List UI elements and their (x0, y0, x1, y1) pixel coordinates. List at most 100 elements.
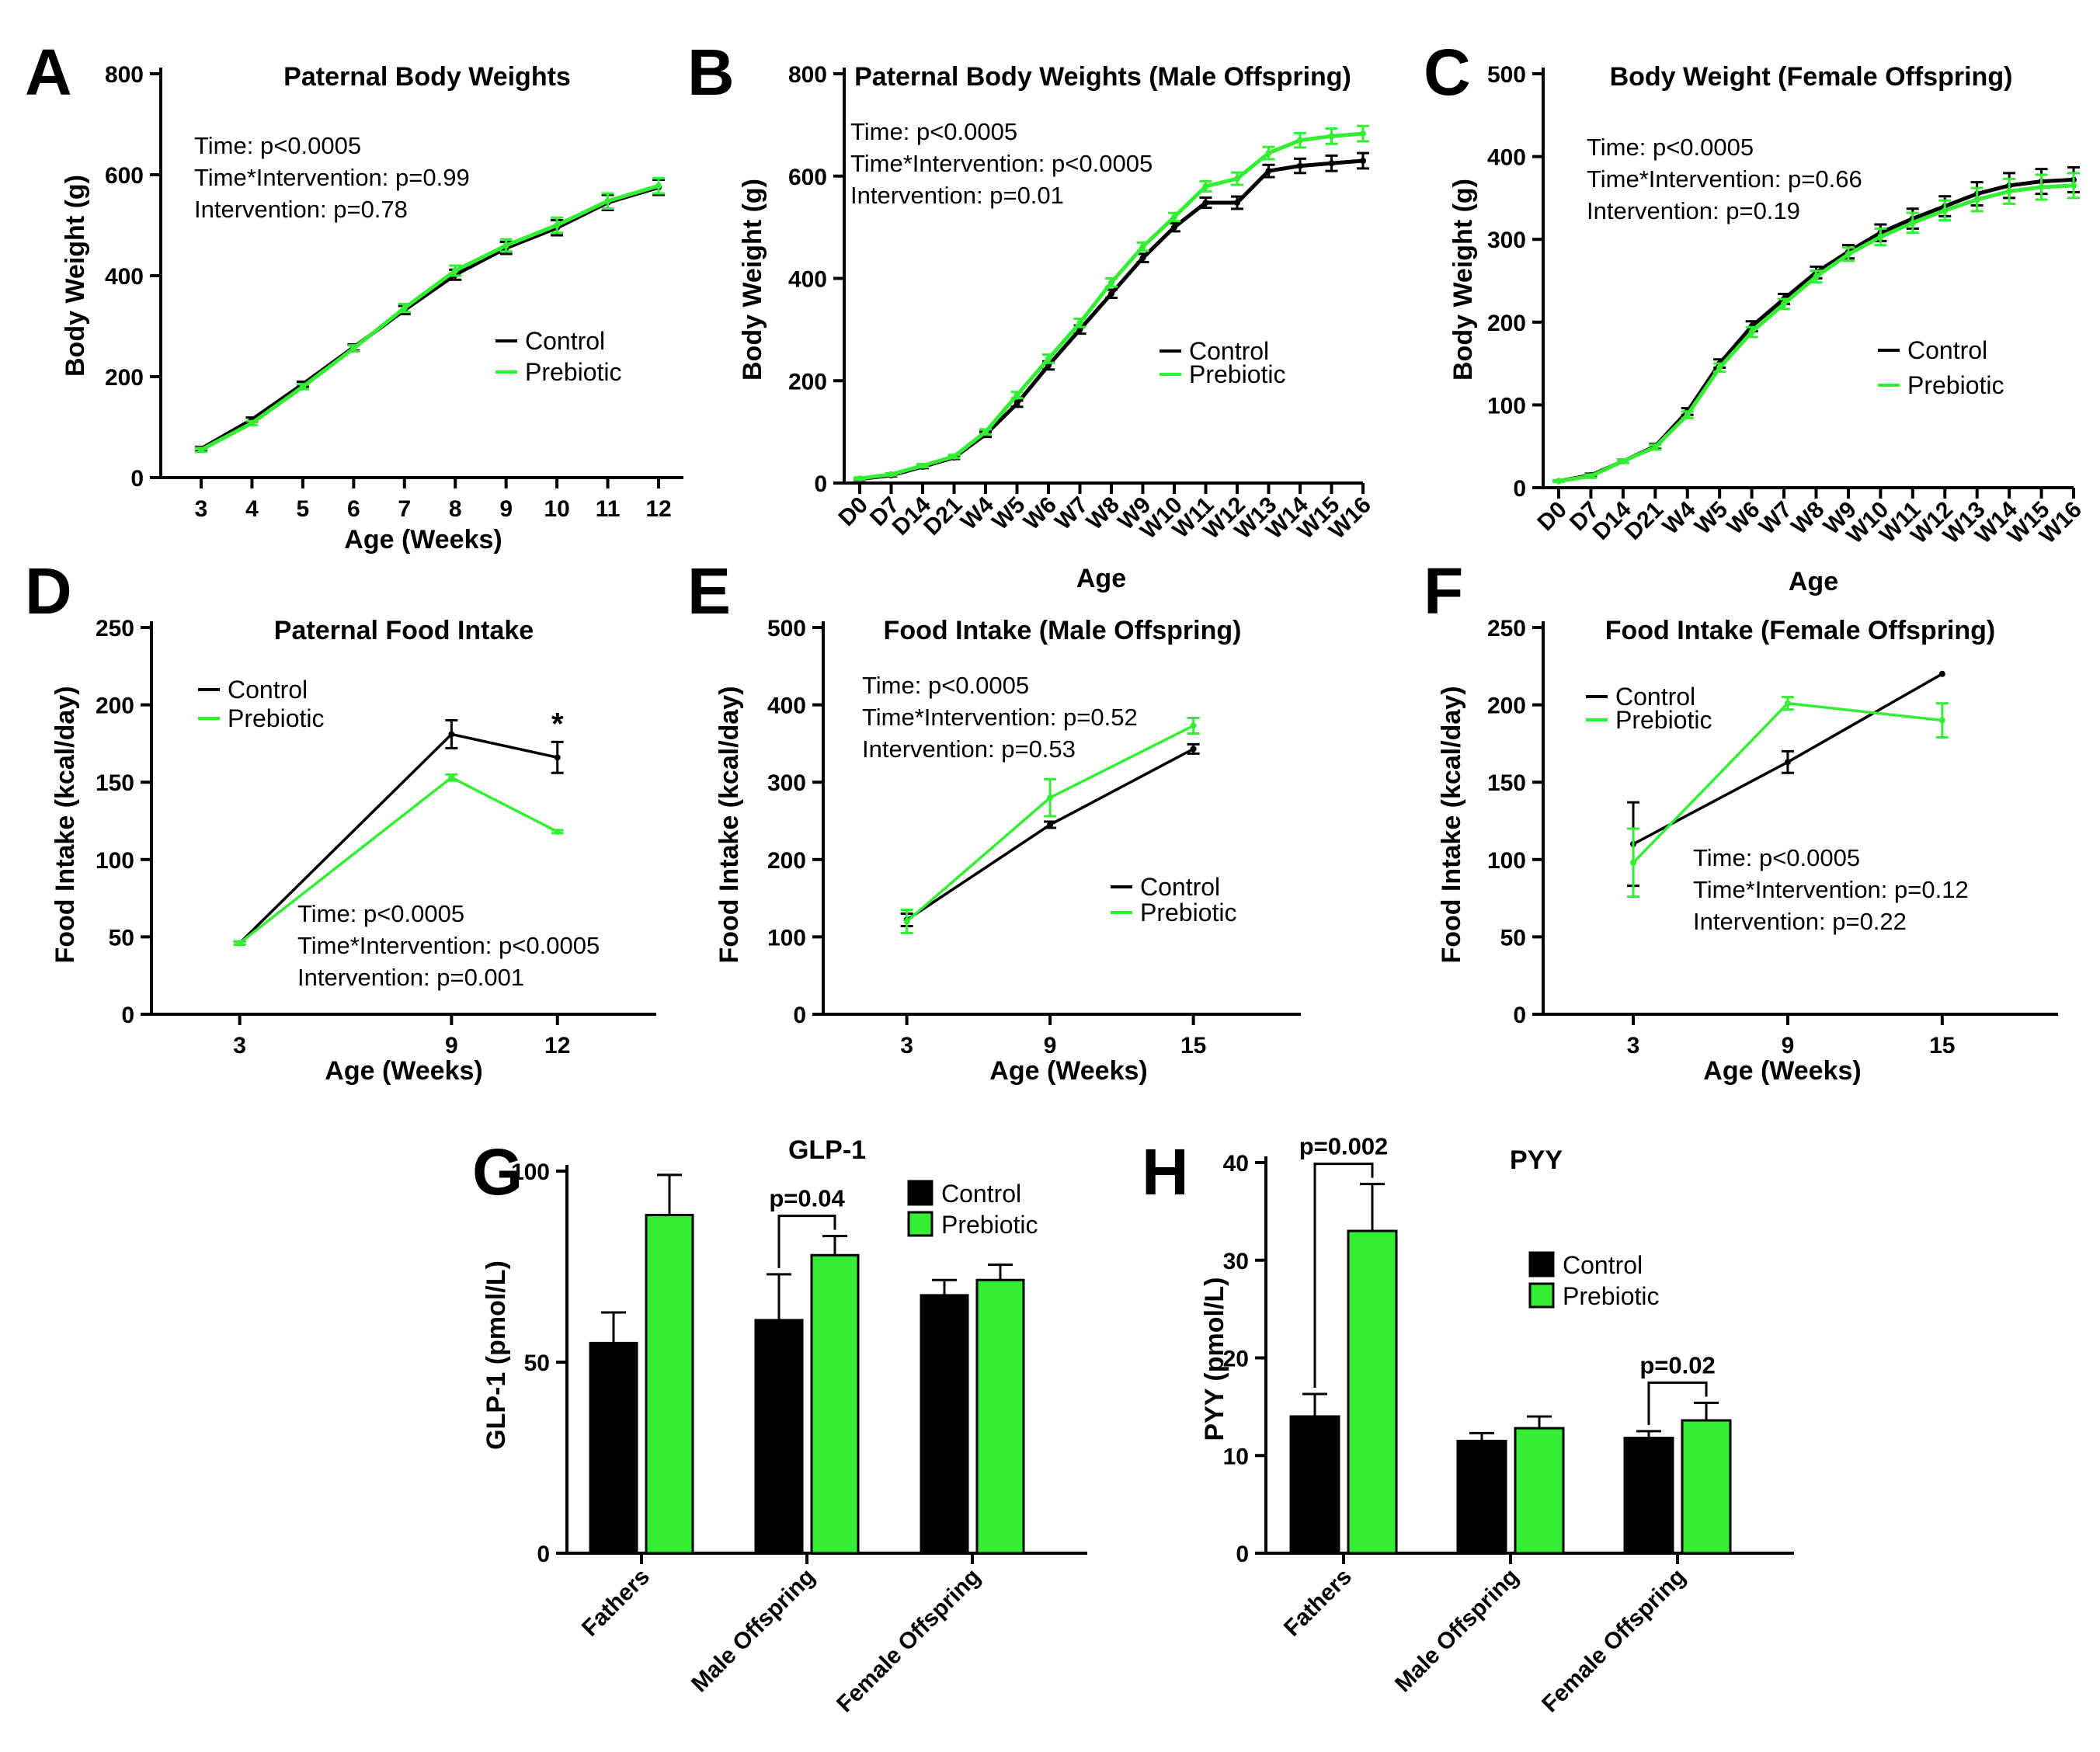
y-tick-label: 0 (537, 1542, 550, 1567)
prebiotic-data-point (452, 267, 459, 274)
prebiotic-data-point (903, 918, 910, 925)
stats-line: Time: p<0.0005 (850, 118, 1017, 145)
prebiotic-data-point (554, 222, 561, 228)
chart-title: GLP-1 (788, 1135, 866, 1165)
y-tick-label: 150 (1487, 770, 1526, 796)
prebiotic-data-point (502, 242, 509, 249)
stats-line: Intervention: p=0.53 (862, 735, 1076, 763)
legend-label-prebiotic: Prebiotic (1140, 899, 1237, 926)
control-series-line (1558, 177, 2074, 483)
panel-g: G GLP-1 0 50 100 GLP-1 (pmol/L) Fathers Male O… (472, 1135, 1087, 1717)
y-tick-label: 100 (1487, 393, 1526, 419)
prebiotic-data-point (1748, 328, 1755, 335)
y-tick-label: 800 (105, 62, 144, 88)
x-tick-label: 15 (1929, 1033, 1955, 1058)
y-tick-label: 500 (767, 616, 806, 641)
prebiotic-data-point (1328, 133, 1335, 140)
legend-label-prebiotic: Prebiotic (1615, 706, 1712, 734)
prebiotic-data-point (2006, 188, 2013, 195)
prebiotic-data-point (1684, 412, 1691, 419)
stats-line: Time*Intervention: p<0.0005 (850, 150, 1153, 177)
stats-line: Intervention: p=0.001 (297, 964, 524, 991)
legend-label-prebiotic: Prebiotic (1907, 371, 2004, 399)
x-axis-label: Age (Weeks) (325, 1056, 482, 1086)
y-tick-label: 40 (1223, 1151, 1249, 1177)
prebiotic-data-point (236, 940, 243, 947)
y-axis-label: Food Intake (kcal/day) (50, 686, 80, 963)
prebiotic-data-point (1139, 243, 1146, 250)
y-tick-label: 0 (814, 471, 827, 497)
x-axis-label: Age (Weeks) (1703, 1056, 1861, 1086)
prebiotic-bar (1347, 1229, 1398, 1555)
legend-label-control: Control (228, 676, 308, 704)
control-data-point (1108, 290, 1114, 297)
prebiotic-data-point (1190, 722, 1197, 729)
panel-letter-h: H (1142, 1135, 1189, 1208)
y-tick-label: 200 (788, 369, 827, 395)
y-tick-label: 200 (1487, 311, 1526, 336)
x-tick-label: 3 (900, 1033, 913, 1058)
control-data-point (448, 731, 455, 738)
x-axis-label: Age (Weeks) (344, 525, 502, 554)
stats-line: Time*Intervention: p=0.99 (194, 164, 470, 191)
y-tick-label: 150 (96, 770, 134, 796)
stats-line: Time*Intervention: p=0.66 (1587, 165, 1862, 193)
x-tick-label: 12 (645, 496, 671, 522)
panel-letter-d: D (25, 554, 72, 627)
legend-label-prebiotic: Prebiotic (941, 1211, 1038, 1239)
y-tick-label: 100 (511, 1159, 550, 1185)
y-tick-label: 500 (1487, 62, 1526, 88)
prebiotic-data-point (1234, 176, 1240, 182)
panel-letter-c: C (1424, 36, 1471, 109)
y-tick-label: 200 (105, 365, 144, 391)
control-bar (1289, 1415, 1340, 1555)
legend-label-control: Control (1563, 1251, 1643, 1279)
prebiotic-data-point (2070, 182, 2077, 189)
y-tick-label: 0 (1513, 476, 1526, 502)
control-bar (754, 1319, 804, 1555)
chart-title: Paternal Food Intake (274, 616, 534, 645)
panel-letter-g: G (472, 1135, 523, 1208)
y-axis-label: Body Weight (g) (738, 179, 767, 381)
y-tick-label: 200 (767, 848, 806, 874)
prebiotic-data-point (1047, 794, 1054, 801)
prebiotic-data-point (857, 475, 863, 482)
x-tick-label: Fathers (577, 1564, 655, 1642)
prebiotic-series-line (200, 183, 659, 452)
y-tick-label: 0 (121, 1003, 134, 1028)
significance-bracket (777, 1215, 836, 1268)
control-data-point (1171, 224, 1177, 231)
prebiotic-data-point (1045, 355, 1052, 362)
control-bar (1456, 1439, 1507, 1555)
x-tick-label: Male Offspring (687, 1564, 820, 1698)
prebiotic-data-point (1781, 301, 1788, 308)
significance-label: p=0.02 (1639, 1351, 1715, 1378)
prebiotic-data-point (951, 453, 958, 460)
prebiotic-series-line (1558, 183, 2074, 483)
prebiotic-data-point (1909, 219, 1916, 226)
prebiotic-data-point (2038, 184, 2045, 191)
legend-label-prebiotic: Prebiotic (525, 358, 622, 386)
y-tick-label: 0 (130, 466, 144, 492)
prebiotic-data-point (1716, 364, 1723, 371)
panel-h: H PYY 0 10 20 30 40 PYY (pmol/L) Fathers Male Of… (1142, 1133, 1794, 1717)
legend-label-prebiotic: Prebiotic (1189, 360, 1286, 388)
chart-title: Food Intake (Female Offspring) (1605, 616, 1995, 645)
y-tick-label: 300 (767, 770, 806, 796)
panel-f: F Food Intake (Female Offspring) 0 50 100 15… (1424, 554, 2058, 1086)
control-bar (589, 1341, 638, 1555)
x-tick-label: 10 (544, 496, 569, 522)
x-tick-label: 3 (233, 1033, 246, 1058)
stats-line: Intervention: p=0.19 (1587, 197, 1800, 224)
prebiotic-data-point (554, 828, 561, 835)
prebiotic-data-point (1076, 319, 1083, 326)
prebiotic-bar (1514, 1427, 1565, 1555)
prebiotic-data-point (1942, 207, 1949, 214)
control-data-point (1265, 168, 1272, 175)
x-tick-label: 11 (596, 496, 621, 522)
y-axis-label: GLP-1 (pmol/L) (482, 1260, 511, 1450)
y-tick-label: 300 (1487, 228, 1526, 253)
prebiotic-data-point (1587, 473, 1594, 480)
prebiotic-data-point (1973, 196, 1980, 203)
y-tick-label: 100 (767, 925, 806, 951)
